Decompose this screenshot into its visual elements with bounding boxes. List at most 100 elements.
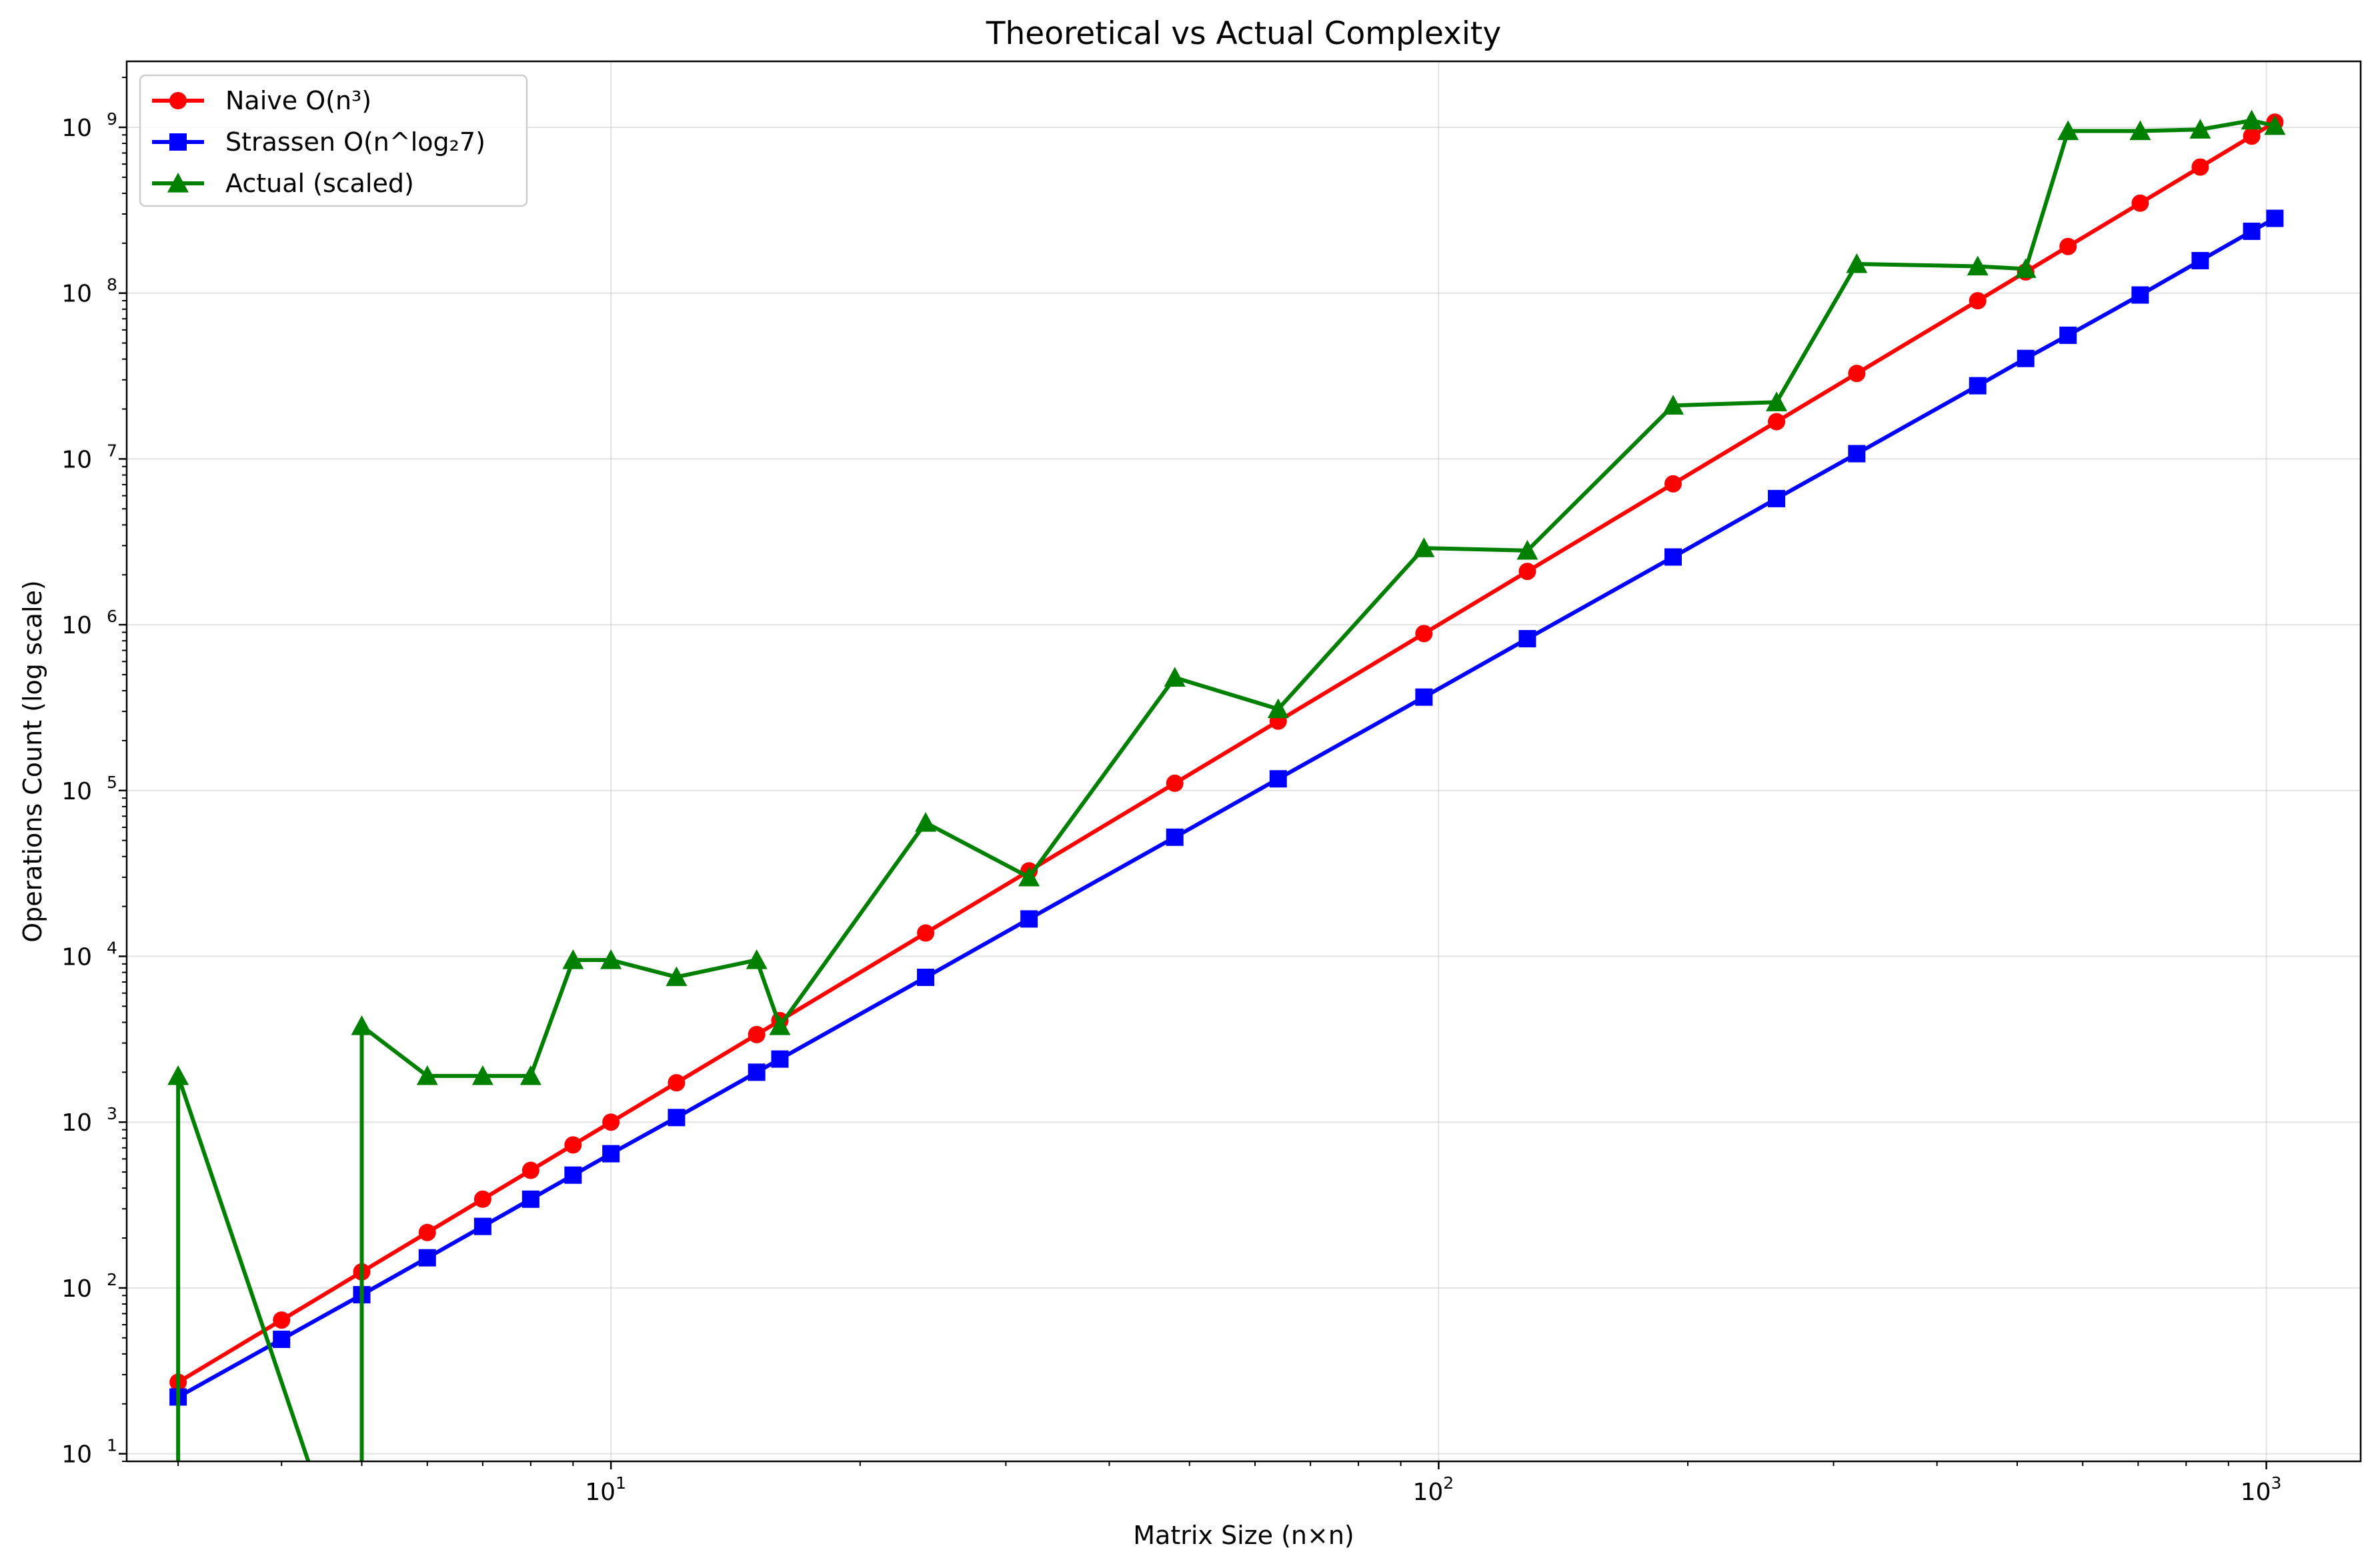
data-point (668, 1109, 686, 1127)
data-point (1267, 698, 1289, 719)
series-layer (167, 109, 2286, 1461)
data-point (2059, 237, 2077, 255)
legend-label: Actual (scaled) (225, 169, 414, 198)
data-point (1413, 537, 1435, 557)
data-point (273, 1311, 291, 1329)
data-point (1662, 395, 1684, 415)
x-axis: 101 102 103 (177, 1461, 2282, 1506)
y-tick-label: 10 4 (61, 939, 117, 971)
data-point (1018, 866, 1040, 887)
data-point (748, 1063, 766, 1081)
data-point (2129, 120, 2151, 141)
data-point (1518, 563, 1536, 581)
data-point (668, 1074, 686, 1092)
data-point (471, 1065, 493, 1085)
data-point (1768, 413, 1786, 431)
y-tick-label: 10 5 (61, 773, 117, 805)
data-point (1415, 625, 1433, 643)
data-point (1518, 630, 1536, 648)
data-point (564, 1136, 582, 1154)
data-point (1967, 255, 1989, 276)
series-line (176, 118, 2276, 1461)
data-point (748, 1025, 766, 1043)
data-point (1020, 910, 1038, 928)
data-point (1969, 377, 1987, 395)
data-point (2189, 119, 2211, 139)
x-tick-label: 102 (1412, 1473, 1454, 1506)
data-point (521, 1190, 539, 1208)
data-point (1766, 391, 1788, 411)
data-point (1664, 475, 1682, 493)
y-tick-label: 10 3 (61, 1104, 117, 1137)
legend-marker (169, 133, 187, 151)
data-point (2243, 222, 2261, 240)
legend-marker (167, 173, 189, 193)
data-point (1664, 548, 1682, 566)
data-point (1768, 489, 1786, 507)
series-line (177, 216, 2276, 1399)
data-point (519, 1065, 541, 1085)
series-line (177, 120, 2276, 1384)
data-point (1269, 770, 1287, 788)
legend-item: Strassen O(n^log₂7) (152, 127, 485, 157)
legend-item: Naive O(n³) (152, 86, 371, 115)
data-point (418, 1223, 436, 1241)
data-point (917, 969, 935, 987)
data-point (915, 811, 937, 832)
y-tick-label: 10 8 (61, 275, 117, 308)
data-point (1848, 445, 1866, 463)
data-point (167, 1065, 189, 1085)
data-point (1969, 292, 1987, 310)
data-point (1415, 688, 1433, 706)
data-point (2264, 115, 2286, 135)
series-0 (169, 113, 2284, 1391)
y-tick-label: 10 2 (61, 1270, 117, 1303)
legend-label: Strassen O(n^log₂7) (225, 127, 485, 157)
legend: Naive O(n³) Strassen O(n^log₂7) Actual (sc… (139, 74, 528, 207)
series-1 (169, 209, 2284, 1406)
data-point (2131, 194, 2149, 212)
data-point (1164, 667, 1186, 687)
data-point (602, 1113, 620, 1131)
data-point (351, 1015, 373, 1035)
data-point (666, 966, 688, 987)
data-point (746, 949, 768, 969)
legend-marker (169, 92, 187, 109)
data-point (1166, 828, 1184, 846)
legend-label: Naive O(n³) (225, 86, 371, 115)
data-point (564, 1166, 582, 1184)
data-point (473, 1190, 491, 1208)
data-point (769, 1015, 791, 1035)
x-tick-label: 103 (2241, 1473, 2282, 1506)
data-point (1846, 253, 1868, 273)
legend-item: Actual (scaled) (152, 169, 414, 198)
data-point (521, 1161, 539, 1179)
y-axis-label: Operations Count (log scale) (18, 580, 47, 943)
data-point (771, 1050, 789, 1068)
x-tick-label: 101 (585, 1473, 626, 1506)
series-2 (167, 109, 2286, 1461)
data-point (600, 949, 622, 969)
y-tick-label: 10 1 (61, 1436, 117, 1469)
data-point (2017, 349, 2035, 367)
plot-area (167, 109, 2286, 1461)
x-axis-label: Matrix Size (n×n) (1133, 1521, 1354, 1550)
data-point (2015, 258, 2037, 278)
data-point (2131, 286, 2149, 304)
data-point (2059, 326, 2077, 344)
data-point (1166, 774, 1184, 792)
data-point (2191, 251, 2209, 269)
data-point (2241, 109, 2263, 130)
data-point (562, 949, 584, 969)
data-point (2057, 120, 2079, 141)
data-point (1516, 539, 1538, 560)
data-point (418, 1249, 436, 1267)
y-tick-label: 10 9 (61, 109, 117, 142)
chart-title: Theoretical vs Actual Complexity (986, 15, 1501, 52)
data-point (2243, 127, 2261, 145)
data-point (2191, 158, 2209, 176)
data-point (473, 1217, 491, 1235)
y-tick-label: 10 7 (61, 441, 117, 473)
